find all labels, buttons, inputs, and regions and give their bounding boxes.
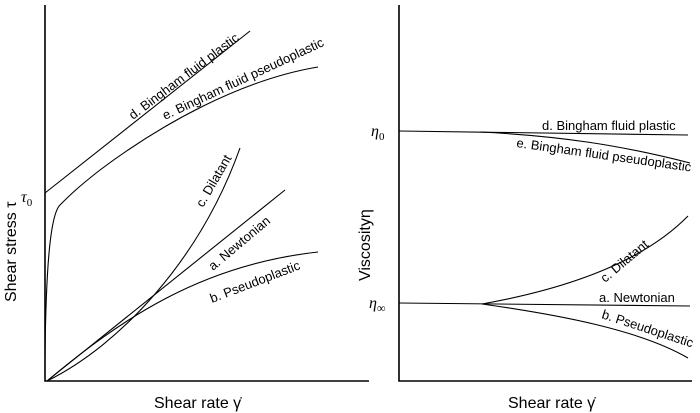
- left-axes: [44, 5, 369, 382]
- right-label-pseudoplastic: b. Pseudoplastic: [600, 307, 696, 351]
- tau0-label: τ0: [21, 189, 33, 209]
- left-curve-bingham-plastic: [44, 30, 251, 194]
- left-y-axis-label: Shear stress τ: [3, 201, 20, 302]
- right-x-axis-label: Shear rate γ̇: [508, 395, 596, 412]
- left-x-axis-label: Shear rate γ̇: [154, 395, 242, 412]
- right-curve-pseudoplastic: [481, 303, 689, 359]
- left-label-dilatant: c. Dilatant: [193, 152, 235, 210]
- right-label-bingham-pseudoplastic: e. Bingham fluid pseudoplastic: [516, 135, 693, 174]
- right-y-axis-label: Viscosityη: [357, 209, 374, 281]
- left-panel: d. Bingham fluid plastic e. Bingham flui…: [3, 5, 369, 412]
- eta0-label: η0: [371, 123, 385, 143]
- left-curve-pseudoplastic: [46, 251, 319, 382]
- eta-inf-label: η∞: [369, 295, 386, 315]
- left-label-newtonian: a. Newtonian: [205, 213, 273, 273]
- right-label-bingham-plastic: d. Bingham fluid plastic: [542, 118, 676, 133]
- right-curve-bingham-plastic: [398, 130, 689, 136]
- right-curve-dilatant: [481, 215, 689, 305]
- left-curve-bingham-pseudoplastic: [44, 66, 319, 356]
- right-axes: [398, 5, 692, 382]
- right-panel: d. Bingham fluid plastic e. Bingham flui…: [357, 5, 696, 412]
- right-label-newtonian: a. Newtonian: [599, 290, 675, 305]
- right-curve-newtonian: [398, 302, 691, 307]
- right-label-dilatant: c. Dilatant: [597, 236, 651, 285]
- right-curve-bingham-pseudoplastic: [479, 131, 691, 164]
